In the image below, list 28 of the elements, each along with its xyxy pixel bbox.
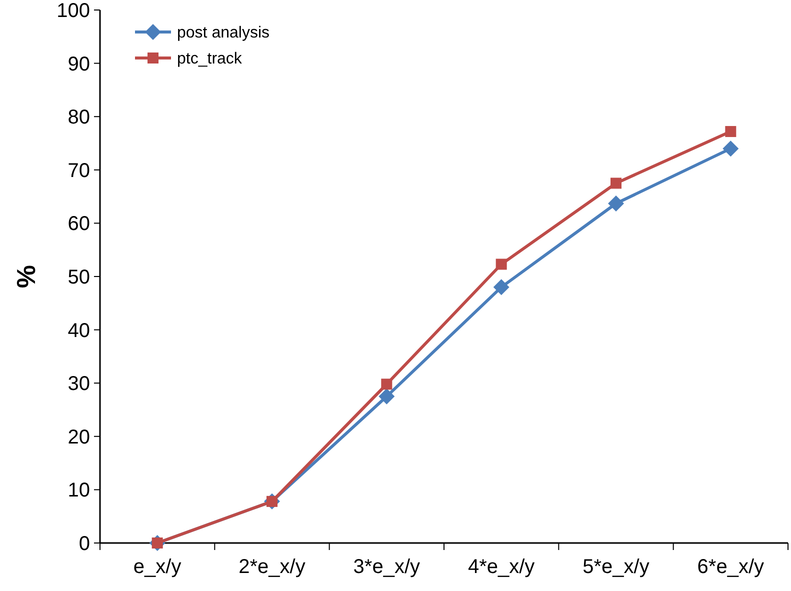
x-tick-label: 3*e_x/y [353,556,420,578]
point [610,178,622,189]
point [378,388,395,404]
y-tick-label: 30 [68,373,90,396]
y-tick-label: 20 [68,426,90,448]
legend-label: ptc_track [177,50,243,68]
y-tick-label: 10 [68,480,90,502]
x-tick-label: 2*e_x/y [238,556,306,578]
y-tick-label: 80 [68,106,90,129]
x-tick-label: 4*e_x/y [468,556,535,578]
y-tick-label: 60 [68,213,90,236]
point [381,378,392,390]
y-tick-label: 90 [68,53,90,76]
point [493,279,510,296]
x-tick-label: 6*e_x/y [697,556,764,578]
y-tick-label: 40 [68,320,90,342]
y-tick-label: 100 [56,0,90,22]
point [496,258,507,270]
point [608,195,624,212]
y-tick-label: 50 [68,266,90,288]
y-tick-label: 70 [68,160,90,182]
x-tick-label: 5*e_x/y [582,556,650,578]
y-axis-title: % [11,264,41,288]
x-tick-label: e_x/y [133,556,182,578]
point [722,140,739,157]
legend-label: post analysis [177,24,270,42]
y-tick-label: 0 [78,533,90,555]
point [725,126,736,138]
